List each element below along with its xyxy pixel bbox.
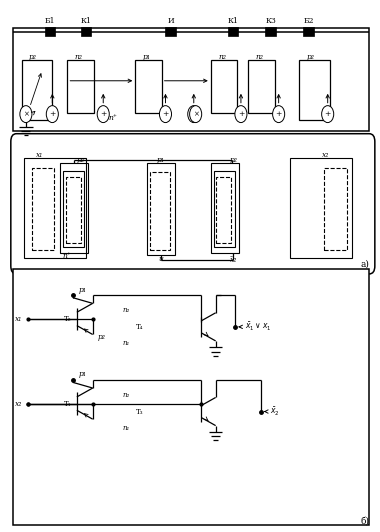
Text: p₂: p₂ bbox=[28, 53, 36, 61]
Bar bbox=[299, 60, 329, 120]
Text: n₁: n₁ bbox=[122, 339, 130, 347]
Text: +: + bbox=[238, 110, 244, 118]
Text: T₁: T₁ bbox=[63, 400, 71, 408]
Text: Б1: Б1 bbox=[45, 17, 55, 25]
Text: +: + bbox=[325, 110, 331, 118]
Text: p₂: p₂ bbox=[230, 156, 238, 164]
Text: КЗ: КЗ bbox=[265, 17, 276, 25]
Circle shape bbox=[97, 106, 109, 122]
Bar bbox=[165, 27, 176, 36]
Text: +: + bbox=[276, 110, 282, 118]
Bar bbox=[22, 60, 52, 120]
Bar bbox=[228, 27, 238, 36]
Bar bbox=[32, 168, 54, 250]
Text: И: И bbox=[168, 17, 174, 25]
Text: x₁: x₁ bbox=[35, 151, 43, 159]
Bar bbox=[63, 171, 84, 247]
Text: +: + bbox=[191, 110, 197, 118]
Text: К1: К1 bbox=[228, 17, 238, 25]
Text: а): а) bbox=[360, 260, 369, 269]
Bar bbox=[211, 60, 237, 113]
Bar bbox=[45, 27, 55, 36]
Text: +: + bbox=[162, 110, 169, 118]
Bar bbox=[67, 60, 94, 113]
Bar bbox=[324, 168, 347, 250]
Text: +: + bbox=[100, 110, 106, 118]
Bar bbox=[135, 60, 162, 113]
Circle shape bbox=[46, 106, 59, 122]
Text: n⁺: n⁺ bbox=[108, 114, 117, 122]
FancyBboxPatch shape bbox=[11, 134, 375, 274]
Text: n⁺: n⁺ bbox=[63, 253, 72, 261]
Bar bbox=[290, 157, 352, 258]
Bar bbox=[214, 171, 234, 247]
Text: p₂: p₂ bbox=[307, 53, 315, 61]
Bar bbox=[266, 27, 276, 36]
Text: n₂: n₂ bbox=[218, 53, 226, 61]
Circle shape bbox=[235, 106, 247, 122]
Text: p₂: p₂ bbox=[98, 333, 106, 341]
Text: T₄: T₄ bbox=[136, 323, 143, 331]
Bar bbox=[150, 172, 170, 250]
Text: ×: × bbox=[193, 110, 199, 118]
Circle shape bbox=[272, 106, 285, 122]
Circle shape bbox=[20, 106, 32, 122]
Text: n₂: n₂ bbox=[122, 391, 130, 399]
Bar bbox=[65, 177, 81, 243]
Bar bbox=[147, 163, 175, 255]
Bar bbox=[216, 177, 231, 243]
Text: p₂: p₂ bbox=[77, 156, 84, 164]
Bar bbox=[24, 157, 86, 258]
Text: x₁: x₁ bbox=[15, 315, 22, 323]
Text: n₂: n₂ bbox=[122, 306, 130, 314]
Text: б): б) bbox=[360, 517, 369, 526]
Bar bbox=[303, 27, 314, 36]
Text: x̄₂: x̄₂ bbox=[230, 256, 237, 264]
Text: $\bar{x}_2$: $\bar{x}_2$ bbox=[270, 405, 280, 418]
Text: T₃: T₃ bbox=[136, 408, 143, 415]
Circle shape bbox=[321, 106, 334, 122]
Text: и: и bbox=[158, 255, 163, 263]
Text: p₁: p₁ bbox=[79, 370, 86, 378]
Bar bbox=[249, 60, 275, 113]
Bar bbox=[13, 269, 369, 525]
Bar bbox=[60, 163, 88, 253]
Text: n₂: n₂ bbox=[75, 53, 83, 61]
Text: К1: К1 bbox=[81, 17, 91, 25]
Circle shape bbox=[188, 106, 200, 122]
Text: n₁: n₁ bbox=[122, 424, 130, 432]
Text: x₂: x₂ bbox=[322, 151, 329, 159]
Text: p₁: p₁ bbox=[79, 286, 86, 294]
Bar bbox=[81, 27, 91, 36]
Bar bbox=[211, 163, 239, 253]
Circle shape bbox=[160, 106, 171, 122]
Text: $\bar{x}_1 \vee x_1$: $\bar{x}_1 \vee x_1$ bbox=[245, 321, 271, 333]
Text: x₂: x₂ bbox=[15, 400, 22, 408]
Text: ×: × bbox=[23, 110, 29, 118]
Text: n₂: n₂ bbox=[256, 53, 264, 61]
Text: +: + bbox=[49, 110, 55, 118]
Text: T₂: T₂ bbox=[64, 315, 71, 323]
Text: n₁: n₁ bbox=[192, 114, 200, 122]
Text: p₁: p₁ bbox=[157, 156, 165, 164]
Text: Б2: Б2 bbox=[303, 17, 314, 25]
Circle shape bbox=[190, 106, 202, 122]
Bar bbox=[13, 28, 369, 131]
Text: p₁: p₁ bbox=[142, 53, 150, 61]
